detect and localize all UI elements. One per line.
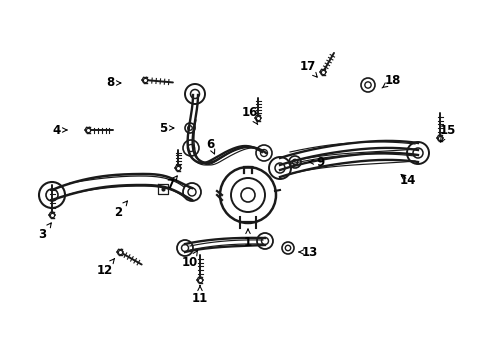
Text: 1: 1 (244, 229, 252, 248)
Text: 14: 14 (400, 174, 416, 186)
Text: 2: 2 (114, 201, 127, 219)
Text: 13: 13 (299, 246, 318, 258)
Text: 9: 9 (309, 156, 324, 168)
Text: 11: 11 (192, 286, 208, 305)
Text: 8: 8 (106, 77, 121, 90)
Text: 5: 5 (159, 122, 174, 135)
Text: 15: 15 (440, 123, 456, 142)
Text: 6: 6 (206, 138, 215, 154)
Text: 7: 7 (166, 176, 177, 192)
Text: 17: 17 (300, 60, 317, 77)
Text: 12: 12 (97, 258, 115, 276)
Text: 4: 4 (53, 123, 67, 136)
Text: 16: 16 (242, 107, 258, 125)
Text: 10: 10 (182, 250, 198, 269)
Text: 18: 18 (382, 73, 401, 88)
Text: 3: 3 (38, 223, 51, 242)
